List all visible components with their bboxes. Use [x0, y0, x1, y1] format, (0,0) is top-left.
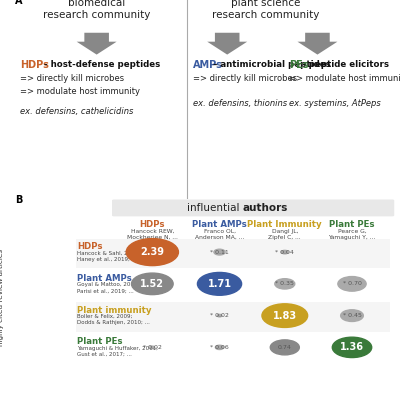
Text: 2.39: 2.39 — [140, 247, 164, 257]
Text: 1.71: 1.71 — [208, 279, 232, 289]
Text: Hancock REW,
Mockherjee N, ...: Hancock REW, Mockherjee N, ... — [127, 229, 178, 240]
Text: 0.74: 0.74 — [278, 345, 292, 350]
Text: 1.83: 1.83 — [273, 310, 297, 321]
Text: Plant PEs: Plant PEs — [78, 337, 123, 347]
Circle shape — [214, 249, 225, 255]
Text: => modulate host immunity: => modulate host immunity — [289, 75, 400, 83]
Text: HDPs: HDPs — [20, 60, 49, 69]
Text: Franco OL,
Anderson MA, ...: Franco OL, Anderson MA, ... — [195, 229, 244, 240]
Text: Dangl JL,
Zipfel C, ...: Dangl JL, Zipfel C, ... — [268, 229, 301, 240]
Text: HDPs: HDPs — [78, 242, 103, 251]
FancyBboxPatch shape — [76, 302, 390, 332]
Text: - peptide elicitors: - peptide elicitors — [299, 60, 389, 69]
Text: A: A — [15, 0, 22, 6]
Text: Goyal & Mattoo, 2014;
Parisi et al., 2019; ...: Goyal & Mattoo, 2014; Parisi et al., 201… — [78, 282, 140, 293]
Text: biomedical
research community: biomedical research community — [43, 0, 150, 19]
Circle shape — [132, 273, 173, 295]
Text: => directly kill microbes: => directly kill microbes — [193, 75, 297, 83]
Text: B: B — [15, 195, 22, 204]
Text: HDPs: HDPs — [140, 220, 165, 229]
Circle shape — [262, 304, 308, 328]
Polygon shape — [298, 33, 338, 54]
Circle shape — [150, 346, 155, 349]
Text: Plant immunity: Plant immunity — [78, 306, 152, 315]
Polygon shape — [77, 33, 117, 54]
Text: Hancock & Sahl, 2006;
Haney et al., 2019; ...: Hancock & Sahl, 2006; Haney et al., 2019… — [78, 251, 140, 262]
Text: * 0.02: * 0.02 — [210, 313, 229, 318]
Text: 1.36: 1.36 — [340, 342, 364, 353]
Text: highly cited review articles: highly cited review articles — [0, 249, 4, 346]
Circle shape — [270, 340, 299, 355]
Text: influential: influential — [187, 203, 242, 213]
Text: Plant PEs: Plant PEs — [329, 220, 375, 229]
Text: Plant AMPs: Plant AMPs — [192, 220, 247, 229]
Text: AMPs: AMPs — [193, 60, 222, 69]
Text: * 0.06: * 0.06 — [210, 345, 229, 350]
Circle shape — [215, 345, 224, 349]
Text: ex. systemins, AtPeps: ex. systemins, AtPeps — [289, 99, 380, 108]
Text: ex. defensins, cathelicidins: ex. defensins, cathelicidins — [20, 107, 133, 116]
Text: Pearce G,
Yamaguchi Y, ...: Pearce G, Yamaguchi Y, ... — [328, 229, 376, 240]
Text: ex. defensins, thionins: ex. defensins, thionins — [193, 99, 287, 108]
Circle shape — [282, 251, 288, 254]
Text: – antimicrobial peptides: – antimicrobial peptides — [210, 60, 331, 69]
Text: * 0.70: * 0.70 — [342, 281, 362, 286]
Circle shape — [217, 314, 222, 317]
Circle shape — [332, 337, 372, 358]
Text: authors: authors — [242, 203, 288, 213]
Circle shape — [338, 277, 366, 291]
Text: 1.52: 1.52 — [140, 279, 164, 289]
Circle shape — [126, 239, 178, 266]
Text: * 0.02: * 0.02 — [143, 345, 162, 350]
Text: * 0.04: * 0.04 — [275, 250, 294, 254]
Text: => directly kill microbes: => directly kill microbes — [20, 75, 124, 83]
Polygon shape — [207, 33, 247, 54]
FancyBboxPatch shape — [76, 239, 390, 268]
Text: plant science
research community: plant science research community — [212, 0, 319, 19]
Text: - host-defense peptides: - host-defense peptides — [41, 60, 160, 69]
Text: Plant Immunity: Plant Immunity — [248, 220, 322, 229]
FancyBboxPatch shape — [112, 200, 394, 216]
Text: PEs: PEs — [289, 60, 308, 69]
Text: * 0.35: * 0.35 — [275, 281, 294, 286]
Text: => modulate host immunity: => modulate host immunity — [20, 87, 140, 96]
Circle shape — [275, 279, 295, 289]
Text: Yamaguchi & Huffaker, 2011;
Gust et al., 2017; ...: Yamaguchi & Huffaker, 2011; Gust et al.,… — [78, 346, 158, 357]
Text: * 0.11: * 0.11 — [210, 250, 229, 254]
Circle shape — [198, 272, 242, 295]
Text: Boller & Felix, 2009;
Dodds & Rathjen, 2010; ...: Boller & Felix, 2009; Dodds & Rathjen, 2… — [78, 314, 150, 325]
Circle shape — [341, 310, 363, 322]
Text: * 0.45: * 0.45 — [342, 313, 362, 318]
Text: Plant AMPs: Plant AMPs — [78, 274, 132, 283]
